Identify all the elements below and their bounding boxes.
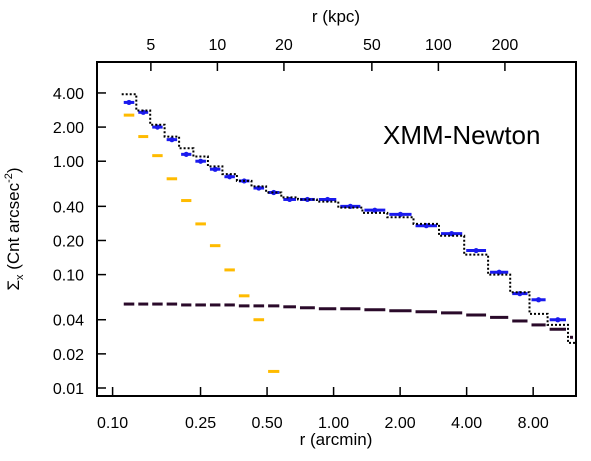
y-tick-label: 0.20 [53,233,84,250]
y-axis-units-close: ) [4,167,23,173]
data-point [397,211,404,217]
model-step-line [121,93,575,344]
x-tick-label: 0.10 [97,415,128,432]
data-point [169,137,175,143]
x-tick-label: 0.25 [185,415,216,432]
x-tick-label: 2.00 [385,415,416,432]
top-tick-label: 10 [208,37,226,54]
x-axis-title: r (arcmin) [300,430,373,449]
top-tick-label: 20 [275,37,293,54]
y-axis-units: (Cnt arcsec [4,182,23,274]
y-tick-label: 0.02 [53,347,84,364]
data-point [473,247,479,254]
chart-ticks: 0.10 0.25 0.50 1.00 2.00 4.00 8.00 4.00 2.00 1.00… [53,37,549,432]
x-tick-label: 8.00 [518,415,549,432]
y-axis-subscript: x [14,274,26,280]
top-tick-label: 50 [363,37,381,54]
y-axis-title: Σx (Cnt arcsec-2) [3,167,26,290]
top-axis-title: r (kpc) [312,7,360,26]
x-tick-label: 0.50 [251,415,282,432]
data-point [555,317,561,323]
data-point [212,166,218,172]
data-point [154,124,161,130]
data-point [324,196,331,203]
data-point [271,189,277,196]
y-tick-label: 0.04 [53,313,84,330]
data-point [126,99,132,106]
data-point [227,174,233,180]
y-axis-units-exponent: -2 [3,173,15,183]
y-axis-symbol: Σ [4,280,23,291]
y-tick-label: 0.10 [53,268,84,285]
x-tick-label: 4.00 [451,415,482,432]
top-tick-label: 100 [425,37,452,54]
data-point [198,158,204,164]
data-point [304,196,311,203]
plot-frame [96,61,577,397]
data-point [372,207,378,213]
y-tick-label: 0.01 [53,381,84,398]
top-tick-label: 5 [146,37,155,54]
y-tick-label: 1.00 [53,154,84,171]
data-point [496,269,502,275]
x-tick-label: 1.00 [318,415,349,432]
chart-marks [121,93,575,373]
data-point [535,297,542,303]
y-tick-label: 2.00 [53,120,84,137]
y-tick-label: 0.40 [53,199,84,216]
annotation-label: XMM-Newton [383,120,540,150]
y-tick-label: 4.00 [53,86,84,103]
data-point [256,185,262,191]
data-point [183,151,189,157]
top-tick-label: 200 [492,37,519,54]
